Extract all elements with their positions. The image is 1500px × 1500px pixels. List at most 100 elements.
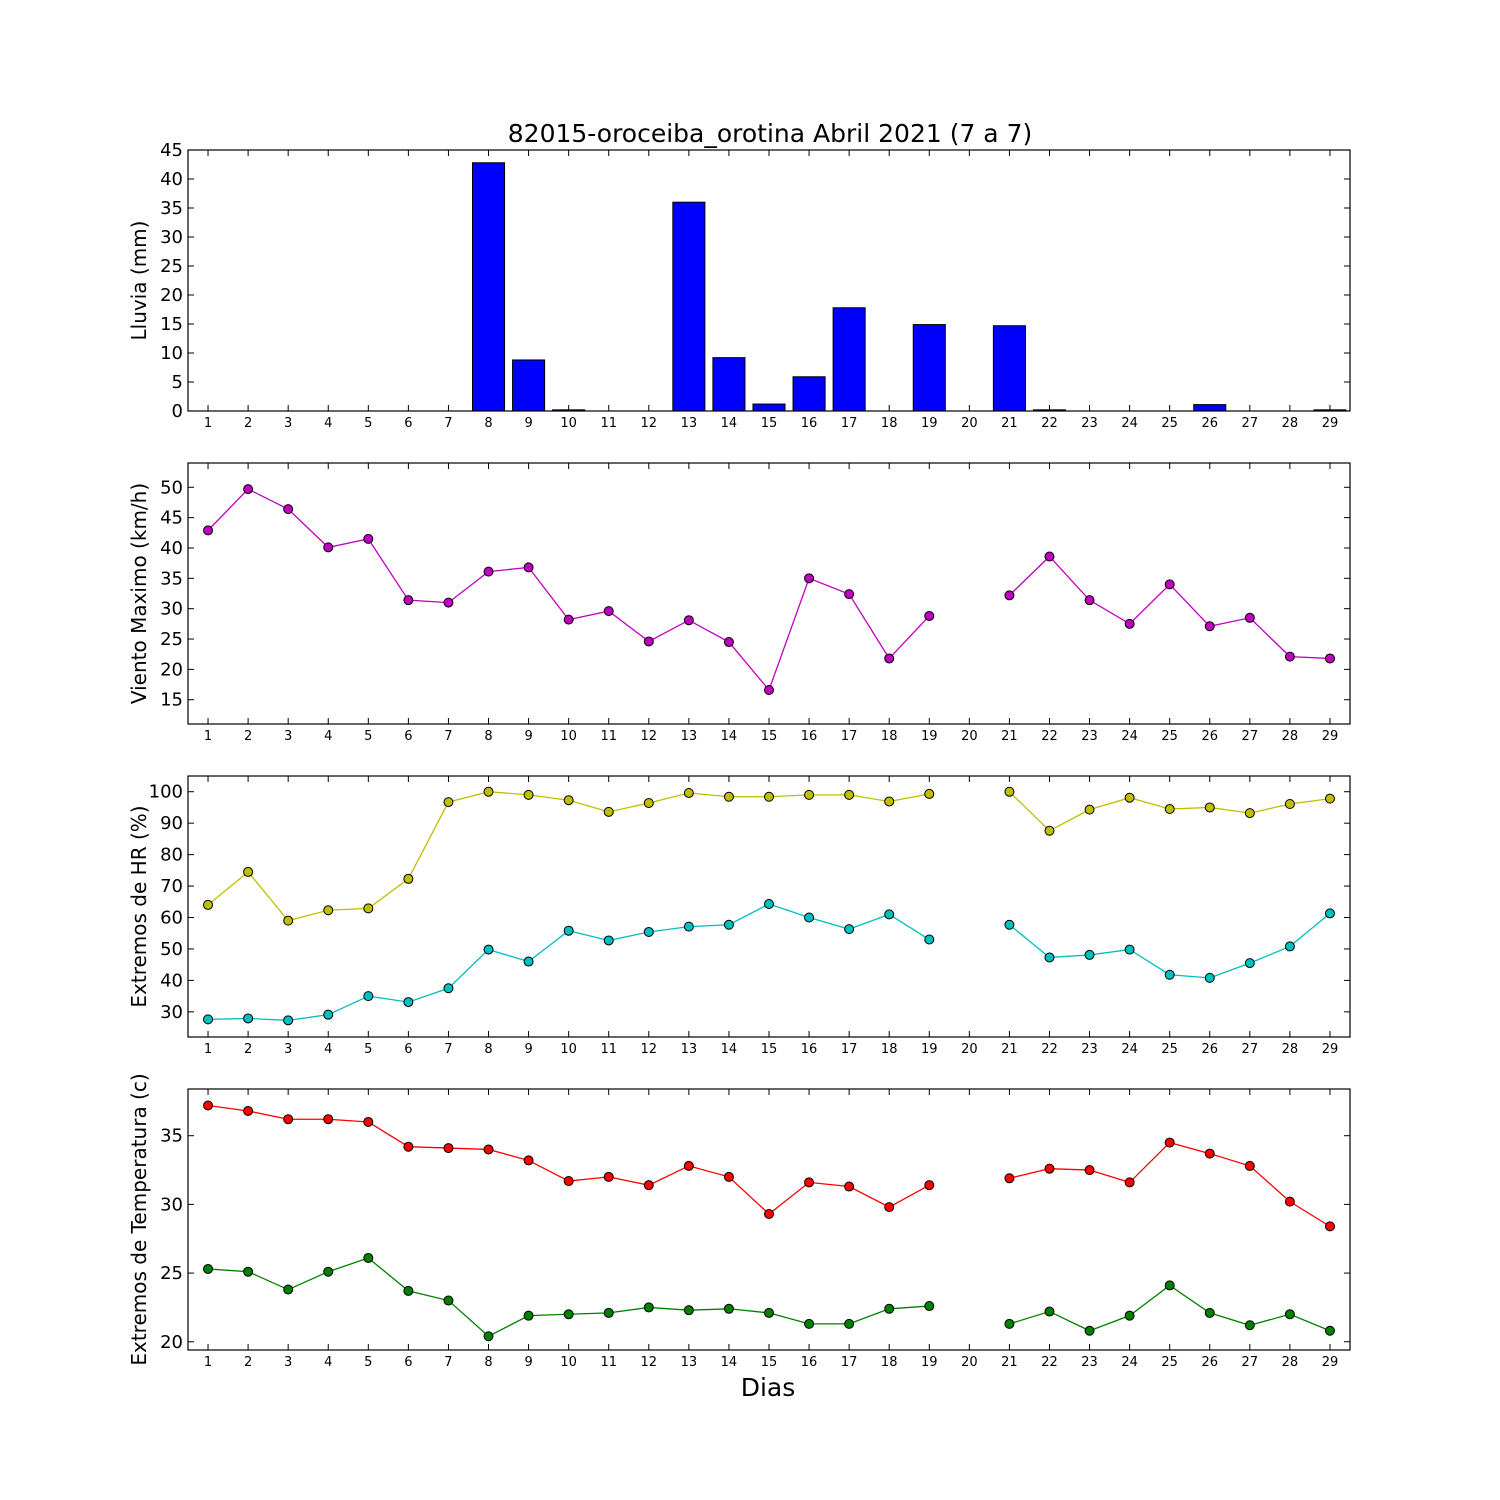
series-1-point-day-16 xyxy=(804,1177,815,1188)
y-tick-label: 15 xyxy=(160,690,183,711)
x-tick-label: 13 xyxy=(681,1355,698,1370)
x-tick-label: 18 xyxy=(881,729,898,744)
series-2-point-day-6 xyxy=(403,1285,414,1296)
x-tick-label: 2 xyxy=(244,416,252,431)
series-1-point-day-14 xyxy=(723,637,734,648)
series-1-point-day-28 xyxy=(1284,1196,1295,1207)
series-2-point-day-17 xyxy=(844,1318,855,1329)
x-tick-label: 6 xyxy=(404,1355,412,1370)
series-2-point-day-12 xyxy=(643,1302,654,1313)
series-2-point-day-26 xyxy=(1204,972,1215,983)
series-2-point-day-15 xyxy=(764,1307,774,1318)
y-tick-label: 30 xyxy=(160,599,183,620)
bar-day-9 xyxy=(512,359,546,412)
series-2-point-day-13 xyxy=(683,1305,694,1316)
series-1-point-day-3 xyxy=(283,915,294,926)
series-1-point-day-2 xyxy=(243,1105,254,1116)
x-tick-label: 4 xyxy=(324,1042,332,1057)
x-tick-label: 8 xyxy=(484,729,492,744)
x-tick-label: 28 xyxy=(1282,729,1299,744)
y-tick-label: 70 xyxy=(160,876,183,897)
series-1-point-day-17 xyxy=(844,789,855,800)
series-1-point-day-5 xyxy=(363,1116,374,1127)
x-tick-label: 12 xyxy=(641,416,658,431)
series-1-point-day-25 xyxy=(1164,579,1175,590)
series-1-point-day-29 xyxy=(1324,653,1335,664)
series-1-point-day-2 xyxy=(243,866,254,877)
x-tick-label: 18 xyxy=(881,1355,898,1370)
series-2-point-day-19 xyxy=(924,1301,935,1312)
x-tick-label: 24 xyxy=(1121,1355,1138,1370)
x-tick-label: 24 xyxy=(1121,729,1138,744)
y-axis-label: Viento Maximo (km/h) xyxy=(127,483,151,704)
x-tick-label: 20 xyxy=(961,1355,978,1370)
series-1-point-day-1 xyxy=(203,1100,214,1111)
chart-title: 82015-oroceiba_orotina Abril 2021 (7 a 7… xyxy=(508,119,1032,148)
series-2-point-day-23 xyxy=(1084,1325,1095,1336)
series-1-point-day-9 xyxy=(523,789,534,800)
series-2-line-segment-2 xyxy=(1009,1284,1331,1332)
x-tick-label: 3 xyxy=(284,1355,292,1370)
x-tick-label: 25 xyxy=(1161,1042,1178,1057)
series-1-point-day-27 xyxy=(1244,808,1255,819)
y-tick-label: 20 xyxy=(160,285,183,306)
series-1-point-day-6 xyxy=(403,873,414,884)
series-2-point-day-14 xyxy=(723,1303,734,1314)
series-1-point-day-13 xyxy=(683,615,694,626)
series-1-point-day-3 xyxy=(283,504,294,515)
x-tick-label: 19 xyxy=(921,416,938,431)
x-tick-label: 16 xyxy=(801,416,818,431)
x-tick-label: 27 xyxy=(1242,1355,1259,1370)
x-tick-label: 11 xyxy=(600,729,617,744)
series-1-point-day-24 xyxy=(1124,1177,1135,1188)
series-2-point-day-16 xyxy=(804,1318,815,1329)
series-2-point-day-18 xyxy=(884,909,895,920)
series-2-point-day-25 xyxy=(1164,969,1175,980)
series-2-point-day-11 xyxy=(603,935,614,946)
x-tick-label: 13 xyxy=(681,729,698,744)
x-tick-label: 11 xyxy=(600,1355,617,1370)
series-1-point-day-1 xyxy=(203,899,214,910)
series-2-point-day-14 xyxy=(723,919,734,930)
bar-day-8 xyxy=(471,162,506,412)
series-2-point-day-23 xyxy=(1084,949,1095,960)
series-1-point-day-16 xyxy=(804,789,815,800)
x-axis-label: Dias xyxy=(741,1373,796,1402)
y-tick-label: 25 xyxy=(160,629,183,650)
x-tick-label: 20 xyxy=(961,1042,978,1057)
series-2-point-day-2 xyxy=(243,1266,254,1277)
x-tick-label: 4 xyxy=(324,729,332,744)
series-1-point-day-12 xyxy=(643,798,654,809)
x-tick-label: 12 xyxy=(641,1042,658,1057)
series-2-line-segment-1 xyxy=(208,903,930,1021)
series-2-point-day-18 xyxy=(884,1303,895,1314)
y-axis-label: Extremos de Temperatura (c) xyxy=(127,1073,151,1365)
x-tick-label: 16 xyxy=(801,1042,818,1057)
series-1-line-segment-1 xyxy=(207,791,930,922)
series-2-point-day-16 xyxy=(804,912,815,923)
x-tick-label: 26 xyxy=(1201,1042,1218,1057)
series-1-point-day-12 xyxy=(643,636,654,647)
x-tick-label: 29 xyxy=(1322,1042,1339,1057)
x-tick-label: 9 xyxy=(524,1042,532,1057)
series-2-point-day-6 xyxy=(403,997,414,1008)
y-tick-label: 40 xyxy=(160,538,183,559)
x-tick-label: 16 xyxy=(801,1355,818,1370)
series-2-point-day-19 xyxy=(924,934,935,945)
series-1-point-day-4 xyxy=(323,905,334,916)
series-1-point-day-12 xyxy=(643,1180,654,1191)
x-tick-label: 15 xyxy=(761,729,778,744)
series-2-point-day-4 xyxy=(323,1009,334,1020)
series-2-point-day-4 xyxy=(323,1266,334,1277)
x-tick-label: 1 xyxy=(204,1042,212,1057)
series-2-point-day-1 xyxy=(203,1263,214,1274)
x-tick-label: 17 xyxy=(841,416,858,431)
y-tick-label: 35 xyxy=(160,1126,183,1147)
x-tick-label: 10 xyxy=(560,416,577,431)
x-tick-label: 19 xyxy=(921,1355,938,1370)
x-tick-label: 5 xyxy=(364,729,372,744)
x-tick-label: 4 xyxy=(324,1355,332,1370)
x-tick-label: 25 xyxy=(1161,729,1178,744)
x-tick-label: 14 xyxy=(721,1355,738,1370)
series-1-point-day-5 xyxy=(363,533,374,544)
